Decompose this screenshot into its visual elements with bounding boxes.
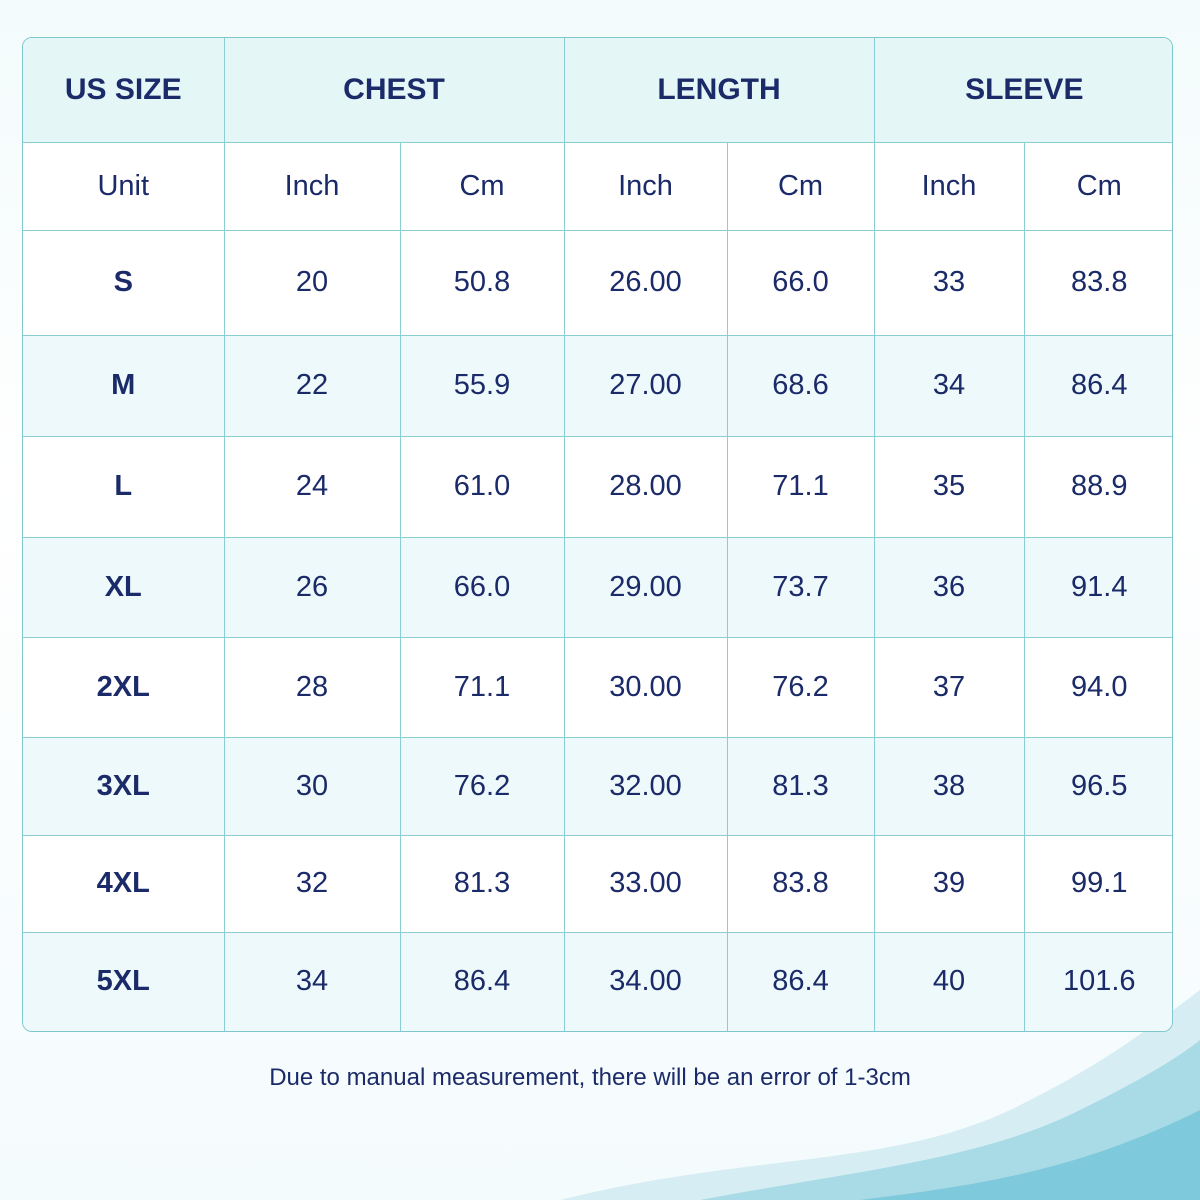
measure-cell: 28 <box>223 636 401 738</box>
wave-front <box>860 1110 1200 1200</box>
measure-cell: 83.8 <box>726 834 875 933</box>
measure-cell: 20 <box>223 229 401 336</box>
measure-cell: 66.0 <box>726 229 875 336</box>
measure-cell: 37 <box>873 636 1025 738</box>
size-cell: 3XL <box>23 736 225 836</box>
size-cell: M <box>23 334 225 437</box>
size-row: 3XL 30 76.2 32.00 81.3 38 96.5 <box>23 736 1172 836</box>
unit-row: Unit Inch Cm Inch Cm Inch Cm <box>23 141 1172 231</box>
measure-cell: 91.4 <box>1023 536 1172 638</box>
measure-cell: 30.00 <box>563 636 728 738</box>
unit-cell: Inch <box>223 141 401 231</box>
header-cell: SLEEVE <box>873 38 1172 143</box>
measure-cell: 27.00 <box>563 334 728 437</box>
measure-cell: 29.00 <box>563 536 728 638</box>
measure-cell: 33 <box>873 229 1025 336</box>
measure-cell: 39 <box>873 834 1025 933</box>
header-row: US SIZE CHEST LENGTH SLEEVE <box>23 38 1172 143</box>
size-cell: L <box>23 435 225 538</box>
measure-cell: 28.00 <box>563 435 728 538</box>
measure-cell: 88.9 <box>1023 435 1172 538</box>
measure-cell: 61.0 <box>399 435 565 538</box>
measure-cell: 76.2 <box>399 736 565 836</box>
size-row: 5XL 34 86.4 34.00 86.4 40 101.6 <box>23 931 1172 1031</box>
size-cell: 5XL <box>23 931 225 1031</box>
size-row: 2XL 28 71.1 30.00 76.2 37 94.0 <box>23 636 1172 738</box>
measure-cell: 33.00 <box>563 834 728 933</box>
size-row: 4XL 32 81.3 33.00 83.8 39 99.1 <box>23 834 1172 933</box>
measure-cell: 83.8 <box>1023 229 1172 336</box>
unit-cell: Unit <box>23 141 225 231</box>
measure-cell: 68.6 <box>726 334 875 437</box>
measure-cell: 96.5 <box>1023 736 1172 836</box>
unit-cell: Inch <box>873 141 1025 231</box>
measure-cell: 40 <box>873 931 1025 1031</box>
measure-cell: 81.3 <box>399 834 565 933</box>
size-row: M 22 55.9 27.00 68.6 34 86.4 <box>23 334 1172 437</box>
measure-cell: 36 <box>873 536 1025 638</box>
size-row: S 20 50.8 26.00 66.0 33 83.8 <box>23 229 1172 336</box>
measure-cell: 55.9 <box>399 334 565 437</box>
measure-cell: 66.0 <box>399 536 565 638</box>
measure-cell: 71.1 <box>726 435 875 538</box>
measure-cell: 22 <box>223 334 401 437</box>
unit-cell: Inch <box>563 141 728 231</box>
footnote: Due to manual measurement, there will be… <box>269 1064 911 1091</box>
measure-cell: 81.3 <box>726 736 875 836</box>
unit-cell: Cm <box>726 141 875 231</box>
size-cell: XL <box>23 536 225 638</box>
measure-cell: 73.7 <box>726 536 875 638</box>
header-cell: LENGTH <box>563 38 875 143</box>
measure-cell: 26 <box>223 536 401 638</box>
measure-cell: 101.6 <box>1023 931 1172 1031</box>
measure-cell: 76.2 <box>726 636 875 738</box>
measure-cell: 34 <box>873 334 1025 437</box>
measure-cell: 24 <box>223 435 401 538</box>
size-cell: S <box>23 229 225 336</box>
size-row: XL 26 66.0 29.00 73.7 36 91.4 <box>23 536 1172 638</box>
measure-cell: 86.4 <box>1023 334 1172 437</box>
measure-cell: 26.00 <box>563 229 728 336</box>
size-row: L 24 61.0 28.00 71.1 35 88.9 <box>23 435 1172 538</box>
header-cell: CHEST <box>223 38 565 143</box>
measure-cell: 32.00 <box>563 736 728 836</box>
measure-cell: 50.8 <box>399 229 565 336</box>
header-cell: US SIZE <box>23 38 225 143</box>
measure-cell: 86.4 <box>399 931 565 1031</box>
measure-cell: 34.00 <box>563 931 728 1031</box>
size-table: US SIZE CHEST LENGTH SLEEVE Unit Inch Cm Inch Cm… <box>23 38 1172 1031</box>
measure-cell: 86.4 <box>726 931 875 1031</box>
measure-cell: 30 <box>223 736 401 836</box>
measure-cell: 99.1 <box>1023 834 1172 933</box>
size-cell: 2XL <box>23 636 225 738</box>
size-table-frame: US SIZE CHEST LENGTH SLEEVE Unit Inch Cm Inch Cm… <box>22 37 1173 1032</box>
unit-cell: Cm <box>1023 141 1172 231</box>
measure-cell: 32 <box>223 834 401 933</box>
measure-cell: 34 <box>223 931 401 1031</box>
measure-cell: 94.0 <box>1023 636 1172 738</box>
measure-cell: 38 <box>873 736 1025 836</box>
size-cell: 4XL <box>23 834 225 933</box>
unit-cell: Cm <box>399 141 565 231</box>
measure-cell: 35 <box>873 435 1025 538</box>
measure-cell: 71.1 <box>399 636 565 738</box>
